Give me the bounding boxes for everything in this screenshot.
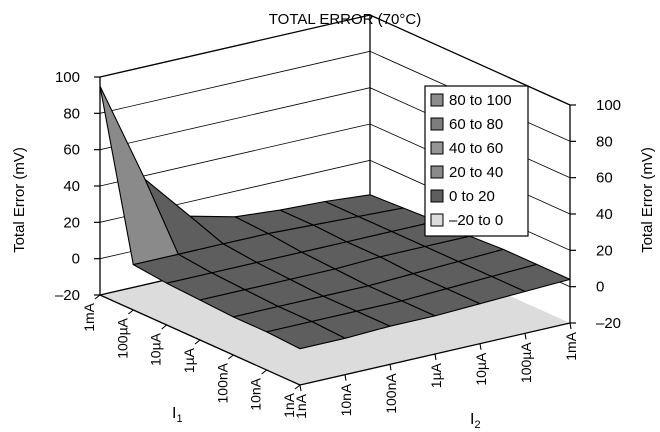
surface-patch xyxy=(266,320,346,350)
x-tick-label: 1mA xyxy=(81,302,97,331)
legend-swatch xyxy=(430,213,444,227)
z-ticks-right: 100 80 60 40 20 0 –20 xyxy=(570,97,621,332)
legend-swatch xyxy=(430,117,444,131)
legend-swatch xyxy=(430,189,444,203)
z-tick-label-left: 100 xyxy=(55,69,80,86)
z-tick-label-left: 0 xyxy=(72,251,80,268)
legend-label: –20 to 0 xyxy=(449,212,503,229)
x-tick-label: 10µA xyxy=(148,332,164,366)
z-tick-label-right: –20 xyxy=(596,315,621,332)
y-tick-mark xyxy=(524,333,527,340)
y-tick-label: 10µA xyxy=(473,352,489,386)
x-tick-label: 10nA xyxy=(248,377,264,410)
z-axis-label-left: Total Error (mV) xyxy=(11,147,28,253)
legend-label: 60 to 80 xyxy=(449,116,503,133)
z-tick-label-right: 20 xyxy=(596,242,613,259)
x-tick-mark xyxy=(261,369,268,375)
legend-label: 20 to 40 xyxy=(449,164,503,181)
x-tick-label: 100µA xyxy=(114,317,130,358)
x-tick-mark xyxy=(94,294,101,300)
y-tick-mark xyxy=(344,374,347,381)
legend: 80 to 100 60 to 80 40 to 60 20 to 40 0 to 20… xyxy=(424,85,529,237)
surface xyxy=(99,85,571,350)
x-tick-label: 1nA xyxy=(281,392,297,418)
legend-label: 40 to 60 xyxy=(449,140,503,157)
legend-swatch xyxy=(430,165,444,179)
z-tick-label-right: 80 xyxy=(596,133,613,150)
z-tick-label-right: 40 xyxy=(596,206,613,223)
y-axis-label-subscript: 2 xyxy=(474,419,480,431)
x-axis-label-name: I xyxy=(172,405,176,422)
y-axis-ticks: 1nA 10nA 100nA 1µA 10µA 100µA 1mA xyxy=(293,322,579,419)
legend-swatch xyxy=(430,93,444,107)
x-tick-label: 1µA xyxy=(181,347,197,373)
z-tick-label-left: 80 xyxy=(63,105,80,122)
y-tick-label: 1mA xyxy=(563,331,579,360)
wall-gridline xyxy=(99,14,571,106)
x-tick-mark xyxy=(161,324,168,330)
x-axis-ticks: 1nA 10nA 100nA 1µA 10µA 100µA 1mA xyxy=(81,294,301,418)
y-tick-label: 1µA xyxy=(428,362,444,388)
y-tick-mark xyxy=(569,322,572,330)
z-axis-label-right: Total Error (mV) xyxy=(639,147,656,253)
legend-label: 0 to 20 xyxy=(449,188,495,205)
y-tick-mark xyxy=(299,384,302,392)
z-tick-label-right: 60 xyxy=(596,170,613,187)
z-tick-label-left: 20 xyxy=(63,214,80,231)
y-tick-label: 1nA xyxy=(293,393,309,419)
z-ticks-left: 100 80 60 40 20 0 –20 xyxy=(55,69,100,304)
x-axis-label: I1 xyxy=(172,405,183,425)
y-tick-mark xyxy=(434,353,437,361)
y-tick-label: 100µA xyxy=(518,342,534,383)
y-tick-label: 10nA xyxy=(338,383,354,416)
y-tick-mark xyxy=(389,364,392,371)
y-tick-mark xyxy=(479,343,482,350)
x-tick-mark xyxy=(227,354,234,360)
x-axis-label-subscript: 1 xyxy=(176,413,182,425)
legend-label: 80 to 100 xyxy=(449,92,512,109)
chart-title: TOTAL ERROR (70°C) xyxy=(269,11,421,28)
y-axis-label-name: I xyxy=(470,411,474,428)
x-tick-label: 100nA xyxy=(214,362,230,403)
legend-box xyxy=(424,85,529,237)
z-tick-label-right: 100 xyxy=(596,97,621,114)
y-axis-label: I2 xyxy=(470,411,481,431)
legend-swatch xyxy=(430,141,444,155)
surface-patch xyxy=(99,85,179,266)
x-tick-mark xyxy=(127,309,134,315)
z-tick-label-right: 0 xyxy=(596,279,604,296)
y-tick-label: 100nA xyxy=(383,373,399,414)
z-tick-label-left: 40 xyxy=(63,178,80,195)
x-tick-mark xyxy=(294,384,301,390)
x-tick-mark xyxy=(194,339,201,345)
z-tick-label-left: 60 xyxy=(63,142,80,159)
z-tick-label-left: –20 xyxy=(55,287,80,304)
